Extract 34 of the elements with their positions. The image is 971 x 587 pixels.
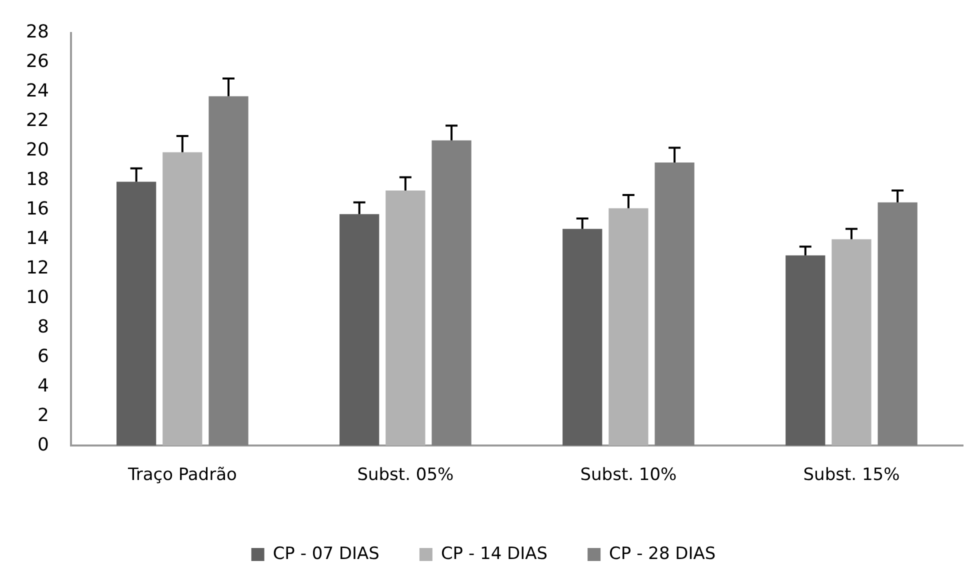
bar: [562, 228, 602, 446]
bar: [386, 190, 426, 446]
bar: [432, 140, 472, 446]
y-tick-label: 14: [26, 228, 49, 249]
y-tick-label: 26: [26, 50, 49, 72]
y-tick-label: 0: [37, 434, 49, 456]
y-tick-label: 8: [37, 316, 49, 338]
y-tick-label: 18: [26, 168, 49, 190]
bar: [340, 214, 380, 446]
y-tick-label: 20: [26, 139, 49, 160]
legend-label: CP - 14 DIAS: [440, 544, 548, 564]
bar: [654, 162, 694, 446]
y-tick-label: 22: [26, 110, 49, 131]
bar: [832, 239, 872, 446]
y-tick-label: 24: [26, 80, 49, 102]
legend-label: CP - 28 DIAS: [609, 544, 716, 564]
y-tick-label: 12: [26, 257, 49, 278]
y-tick-label: 10: [26, 286, 49, 308]
x-tick-label: Subst. 10%: [580, 465, 677, 486]
x-tick-label: Traço Padrão: [126, 465, 237, 486]
y-tick-label: 16: [26, 198, 49, 220]
bar: [608, 208, 648, 446]
bar: [116, 182, 156, 446]
y-tick-label: 4: [37, 375, 49, 396]
legend-label: CP - 07 DIAS: [272, 544, 380, 564]
bar: [208, 96, 248, 446]
bar: [162, 152, 202, 446]
y-tick-label: 28: [26, 21, 49, 42]
y-tick-label: 2: [37, 404, 49, 426]
y-tick-label: 6: [37, 346, 49, 367]
x-tick-label: Subst. 05%: [357, 465, 454, 486]
bar: [786, 255, 826, 446]
x-tick-label: Subst. 15%: [803, 465, 900, 486]
bar: [878, 202, 918, 446]
